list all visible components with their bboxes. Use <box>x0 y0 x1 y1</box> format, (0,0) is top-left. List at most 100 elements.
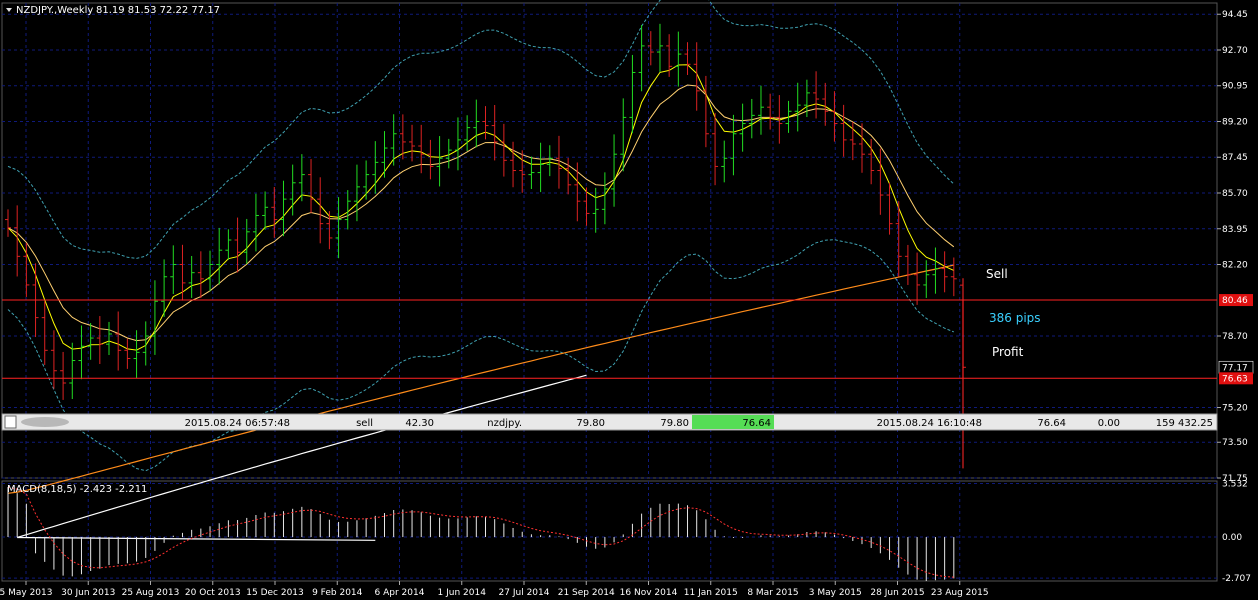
price-bar <box>822 82 829 126</box>
price-bar <box>409 124 416 162</box>
macd-panel <box>1 480 1218 582</box>
x-tick-label: 25 Aug 2013 <box>122 588 180 598</box>
price-bar <box>574 162 581 222</box>
x-tick-label: 23 Aug 2015 <box>931 588 989 598</box>
price-bar <box>151 280 158 355</box>
close-time: 2015.08.24 16:10:48 <box>877 418 982 429</box>
price-bar <box>739 103 746 152</box>
price-bar <box>161 259 168 317</box>
price-bar <box>849 121 856 161</box>
price-bar <box>629 54 636 134</box>
swap: 0.00 <box>1098 418 1120 429</box>
trade-row[interactable]: 2015.08.24 06:57:48 sell 42.30 nzdjpy. 7… <box>1 413 1218 431</box>
price-bar <box>583 187 590 226</box>
price-bar <box>60 351 67 400</box>
sell-annotation: Sell <box>986 267 1008 281</box>
price-bar <box>298 154 305 202</box>
price-bar <box>895 201 902 277</box>
price-bar <box>950 257 957 297</box>
price-bar <box>133 330 140 379</box>
sell-level-marker <box>1219 294 1253 307</box>
price-bar <box>923 260 930 298</box>
open-price: 79.80 <box>576 418 605 429</box>
price-bar <box>78 325 85 380</box>
price-bar <box>904 244 911 285</box>
price-bar <box>69 342 76 400</box>
profit-level-marker-label: 76.63 <box>1222 374 1248 384</box>
price-bar <box>445 138 452 169</box>
price-bar <box>748 98 755 139</box>
price-bar <box>757 85 764 135</box>
price-bar <box>914 252 921 305</box>
price-bar <box>363 160 370 200</box>
ohlc-label: 81.19 81.53 72.22 77.17 <box>96 5 220 16</box>
price-bar <box>289 164 296 216</box>
take-profit: 76.64 <box>742 418 771 429</box>
price-bar <box>546 145 553 177</box>
price-bar <box>188 255 195 298</box>
price-bar <box>803 79 810 118</box>
price-bar <box>712 112 719 186</box>
x-tick-label: 11 Jan 2015 <box>684 588 738 598</box>
price-bar <box>831 91 838 142</box>
profit-annotation: Profit <box>992 345 1024 359</box>
price-bar <box>106 321 113 356</box>
price-bar <box>280 180 287 237</box>
price-bar <box>684 42 691 75</box>
y-tick-label: 90.95 <box>1222 82 1248 92</box>
price-bar <box>308 159 315 214</box>
x-tick-label: 15 Dec 2013 <box>246 588 304 598</box>
price-bar <box>353 164 360 222</box>
current-price-marker-label: 77.17 <box>1222 363 1248 373</box>
price-bar <box>592 187 599 233</box>
y-tick-label: 78.70 <box>1222 332 1248 342</box>
price-bar <box>675 31 682 87</box>
y-tick-label: 94.45 <box>1222 10 1248 20</box>
close-price: 76.64 <box>1037 418 1066 429</box>
x-tick-label: 27 Jul 2014 <box>499 588 550 598</box>
price-bar <box>510 141 517 188</box>
x-tick-label: 20 Oct 2013 <box>185 588 241 598</box>
price-bar <box>234 217 241 273</box>
x-tick-label: 16 Nov 2014 <box>620 588 678 598</box>
x-tick-label: 30 Jun 2013 <box>61 588 115 598</box>
x-tick-label: 3 May 2015 <box>809 588 862 598</box>
price-bar <box>941 251 948 293</box>
price-bar <box>555 135 562 189</box>
price-bar <box>932 247 939 294</box>
price-bar <box>197 251 204 299</box>
trade-symbol: nzdjpy. <box>487 418 522 429</box>
grid <box>2 3 1217 581</box>
trade-row-icon <box>4 415 17 429</box>
x-tick-label: 21 Sep 2014 <box>558 588 615 598</box>
price-bar <box>537 142 544 193</box>
price-bar <box>767 93 774 130</box>
symbol-label: NZDJPY.,Weekly <box>16 5 93 16</box>
price-bar <box>142 321 149 366</box>
price-bar <box>491 105 498 161</box>
y-tick-label: 73.50 <box>1222 438 1248 448</box>
y-tick-label: 89.20 <box>1222 117 1248 127</box>
price-bar <box>794 82 801 132</box>
x-tick-label: 28 Jun 2015 <box>870 588 924 598</box>
x-tick-label: 9 Feb 2014 <box>312 588 363 598</box>
ma-fast-line <box>7 64 955 351</box>
price-bar <box>464 115 471 152</box>
price-bar <box>702 75 709 148</box>
price-bar <box>87 322 94 360</box>
price-bar <box>482 106 489 140</box>
chart-menu-triangle-icon[interactable] <box>6 8 12 12</box>
price-bar <box>96 316 103 364</box>
price-bar <box>528 156 535 189</box>
y-tick-label: 75.20 <box>1222 404 1248 414</box>
price-bar <box>840 104 847 157</box>
macd-histogram <box>7 486 955 581</box>
price-bar <box>317 177 324 244</box>
price-bar <box>271 187 278 238</box>
price-bar <box>519 150 526 193</box>
price-bar <box>50 330 57 389</box>
trade-type: sell <box>356 418 373 429</box>
axes: 5 May 2013 30 Jun 2013 25 Aug 2013 20 Oct 2… <box>0 10 1251 598</box>
open-time: 2015.08.24 06:57:48 <box>185 418 290 429</box>
